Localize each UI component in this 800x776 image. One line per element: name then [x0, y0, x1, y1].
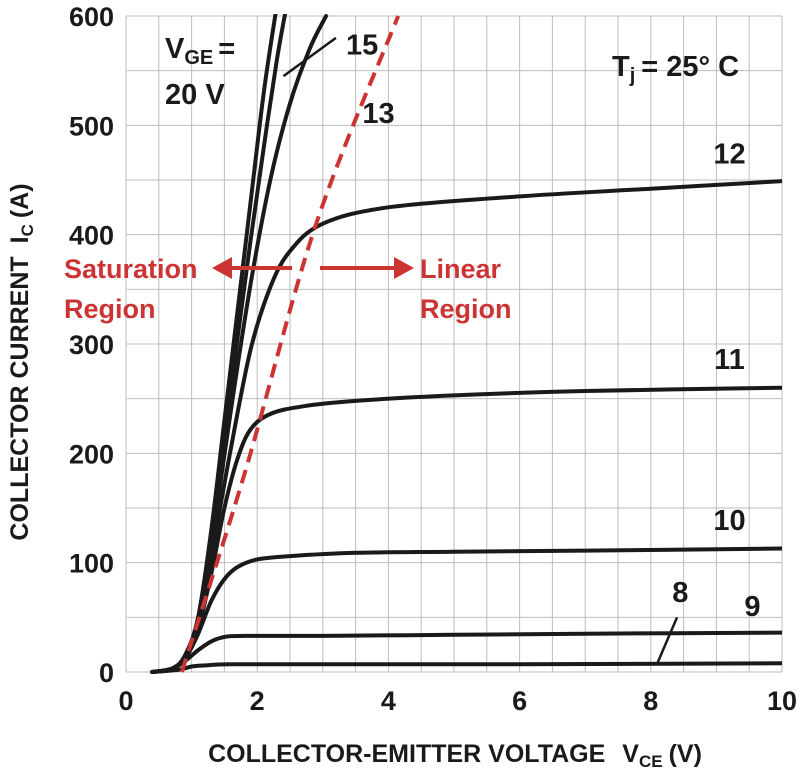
- curve-label: 15: [346, 29, 378, 61]
- y-tick-label: 400: [69, 221, 114, 251]
- saturation-arrow-head: [212, 257, 232, 279]
- saturation-region-label-2: Region: [64, 294, 156, 324]
- x-axis-title: COLLECTOR-EMITTER VOLTAGE VCE (V): [208, 740, 702, 771]
- y-tick-label: 300: [69, 330, 114, 360]
- x-tick-labels: 0 2 4 6 8 10: [118, 686, 797, 716]
- linear-region-label-2: Region: [420, 294, 512, 324]
- x-tick-label: 6: [512, 686, 527, 716]
- leader-line: [282, 36, 337, 78]
- curve-label: 13: [362, 98, 394, 130]
- y-tick-label: 0: [99, 658, 114, 688]
- linear-region-label: Linear: [420, 254, 502, 284]
- curve-labels: 15 13 12 11 10 9 8: [282, 29, 761, 664]
- vge-label: VGE =: [165, 33, 235, 69]
- curve-vge-9: [150, 661, 782, 674]
- chart-grid: [125, 15, 783, 673]
- y-tick-label: 200: [69, 439, 114, 469]
- y-tick-labels: 0 100 200 300 400 500 600: [69, 2, 114, 688]
- curve-label: 8: [672, 577, 688, 609]
- curve-label: 11: [714, 344, 745, 376]
- x-tick-label: 4: [381, 686, 396, 716]
- curves: [150, 14, 782, 674]
- saturation-region-label: Saturation: [64, 254, 198, 284]
- curve-label: 10: [713, 505, 745, 537]
- region-arrows: [212, 257, 414, 279]
- vge-value-label: 20 V: [165, 79, 225, 111]
- y-tick-label: 600: [69, 2, 114, 32]
- temperature-condition: Tj = 25° C: [612, 51, 739, 87]
- x-tick-label: 10: [767, 686, 797, 716]
- x-tick-label: 2: [250, 686, 265, 716]
- y-axis-title: COLLECTOR CURRENT IC(A): [6, 183, 37, 540]
- curve-label: 12: [713, 139, 745, 171]
- saturation-linear-boundary-line: [179, 15, 401, 673]
- y-tick-label: 500: [69, 111, 114, 141]
- y-tick-label: 100: [69, 549, 114, 579]
- curve-vge-11: [150, 546, 782, 674]
- x-tick-label: 0: [118, 686, 133, 716]
- boundary-group: [179, 15, 401, 673]
- x-tick-label: 8: [643, 686, 658, 716]
- linear-arrow-head: [394, 257, 414, 279]
- curve-vge-12: [150, 385, 782, 674]
- curve-label: 9: [744, 591, 760, 623]
- leader-line: [656, 616, 679, 664]
